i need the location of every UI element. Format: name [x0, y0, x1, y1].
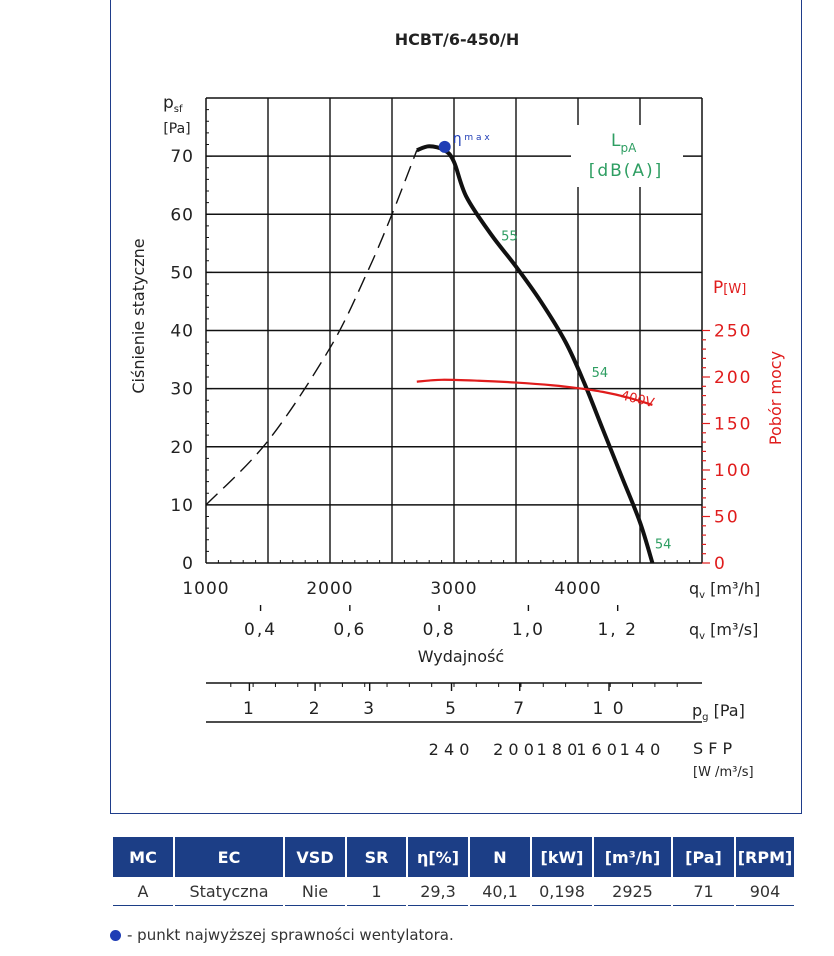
sfp-tick-label: 1 6 0	[576, 740, 617, 759]
pg-tick-label: 7	[513, 699, 526, 719]
pg-symbol: pg [Pa]	[692, 701, 745, 723]
y-left-tick-label: 0	[182, 554, 194, 574]
y-left-tick-label: 40	[170, 322, 194, 342]
curve-annotation: 54	[655, 537, 672, 552]
eta-max-dot-icon	[110, 929, 121, 941]
pg-tick-label: 2	[309, 699, 322, 719]
header-flow: [m³/h]	[594, 837, 671, 877]
y-left-tick-label: 50	[170, 263, 194, 283]
pg-tick-label: 1	[243, 699, 256, 719]
cell-sr: 1	[347, 877, 406, 906]
noise-label-unit: [dB(A)]	[589, 161, 664, 181]
x-secondary-tick-label: 1,0	[512, 620, 545, 640]
sfp-symbol: S F P	[693, 739, 733, 758]
legend-note-text: - punkt najwyższej sprawności wentylator…	[127, 926, 454, 944]
y-left-tick-label: 10	[170, 496, 194, 516]
y-left-tick-label: 20	[170, 438, 194, 458]
cell-n: 40,1	[470, 877, 530, 906]
legend-note: - punkt najwyższej sprawności wentylator…	[110, 926, 454, 944]
y-left-label: Ciśnienie statyczne	[129, 238, 148, 393]
cell-kw: 0,198	[532, 877, 592, 906]
series-pressure-line	[416, 144, 655, 564]
x-secondary-tick-label: 0,6	[333, 620, 366, 640]
sfp-unit: [W /m³/s]	[693, 765, 754, 780]
y-left-tick-label: 30	[170, 380, 194, 400]
y-right-tick-label: 250	[714, 322, 752, 342]
sfp-tick-label: 1 8 0	[537, 740, 578, 759]
header-n: N	[470, 837, 530, 877]
y-right-symbol: P[W]	[713, 278, 746, 298]
fan-data-table: MC EC VSD SR η[%] N [kW] [m³/h] [Pa] [RP…	[111, 837, 796, 906]
y-left-tick-label: 70	[170, 147, 194, 167]
chart-title: HCBT/6-450/H	[395, 30, 520, 49]
cell-mc: A	[113, 877, 173, 906]
y-left-unit: [Pa]	[163, 121, 190, 137]
chart-frame: HCBT/6-450/H 0 10 20 30 40 50 60 70 psf [Pa] Ciśni…	[110, 0, 802, 814]
cell-pa: 71	[673, 877, 734, 906]
sfp-tick-label: 2 0 0	[493, 740, 534, 759]
noise-label-symbol: LpA	[611, 131, 637, 155]
cell-eta: 29,3	[408, 877, 468, 906]
eta-max-label: η m a x	[453, 131, 491, 147]
y-right-label: Pobór mocy	[766, 351, 785, 445]
y-right-tick-label: 100	[714, 461, 752, 481]
curve-annotation: 400V	[619, 388, 655, 411]
x-label: Wydajność	[418, 647, 504, 666]
y-right-tick-label: 200	[714, 368, 752, 388]
table-header-row: MC EC VSD SR η[%] N [kW] [m³/h] [Pa] [RP…	[113, 837, 794, 877]
table-row: A Statyczna Nie 1 29,3 40,1 0,198 2925 7…	[113, 877, 794, 906]
header-vsd: VSD	[285, 837, 345, 877]
header-pa: [Pa]	[673, 837, 734, 877]
y-right-tick-label: 0	[714, 554, 727, 574]
sfp-tick-label: 2 4 0	[429, 740, 470, 759]
header-sr: SR	[347, 837, 406, 877]
x-primary-tick-label: 1000	[182, 579, 229, 599]
cell-vsd: Nie	[285, 877, 345, 906]
eta-max-point	[438, 140, 451, 153]
pg-tick-label: 5	[445, 699, 458, 719]
curve-annotation: 55	[501, 229, 518, 244]
y-right-tick-label: 50	[714, 508, 740, 528]
header-rpm: [RPM]	[736, 837, 794, 877]
x-primary-tick-label: 4000	[554, 579, 601, 599]
noise-label-box	[571, 125, 683, 187]
x-primary-symbol: qv [m³/h]	[689, 579, 760, 601]
x-secondary-tick-label: 0,8	[423, 620, 456, 640]
header-ec: EC	[175, 837, 283, 877]
y-left-tick-label: 60	[170, 205, 194, 225]
series-power-line	[416, 378, 653, 406]
header-mc: MC	[113, 837, 173, 877]
x-primary-tick-label: 2000	[306, 579, 353, 599]
x-secondary-symbol: qv [m³/s]	[689, 620, 758, 642]
pg-tick-label: 1 0	[592, 699, 625, 719]
cell-ec: Statyczna	[175, 877, 283, 906]
x-secondary-tick-label: 0,4	[244, 620, 277, 640]
y-right-tick-label: 150	[714, 415, 752, 435]
x-primary-tick-label: 3000	[430, 579, 477, 599]
pg-tick-label: 3	[363, 699, 376, 719]
header-kw: [kW]	[532, 837, 592, 877]
y-left-symbol: psf	[163, 93, 183, 115]
header-eta: η[%]	[408, 837, 468, 877]
cell-rpm: 904	[736, 877, 794, 906]
curve-annotation: 54	[592, 366, 609, 381]
cell-flow: 2925	[594, 877, 671, 906]
sfp-tick-label: 1 4 0	[620, 740, 661, 759]
x-secondary-tick-label: 1, 2	[597, 620, 637, 640]
series-stall-line	[205, 150, 418, 506]
